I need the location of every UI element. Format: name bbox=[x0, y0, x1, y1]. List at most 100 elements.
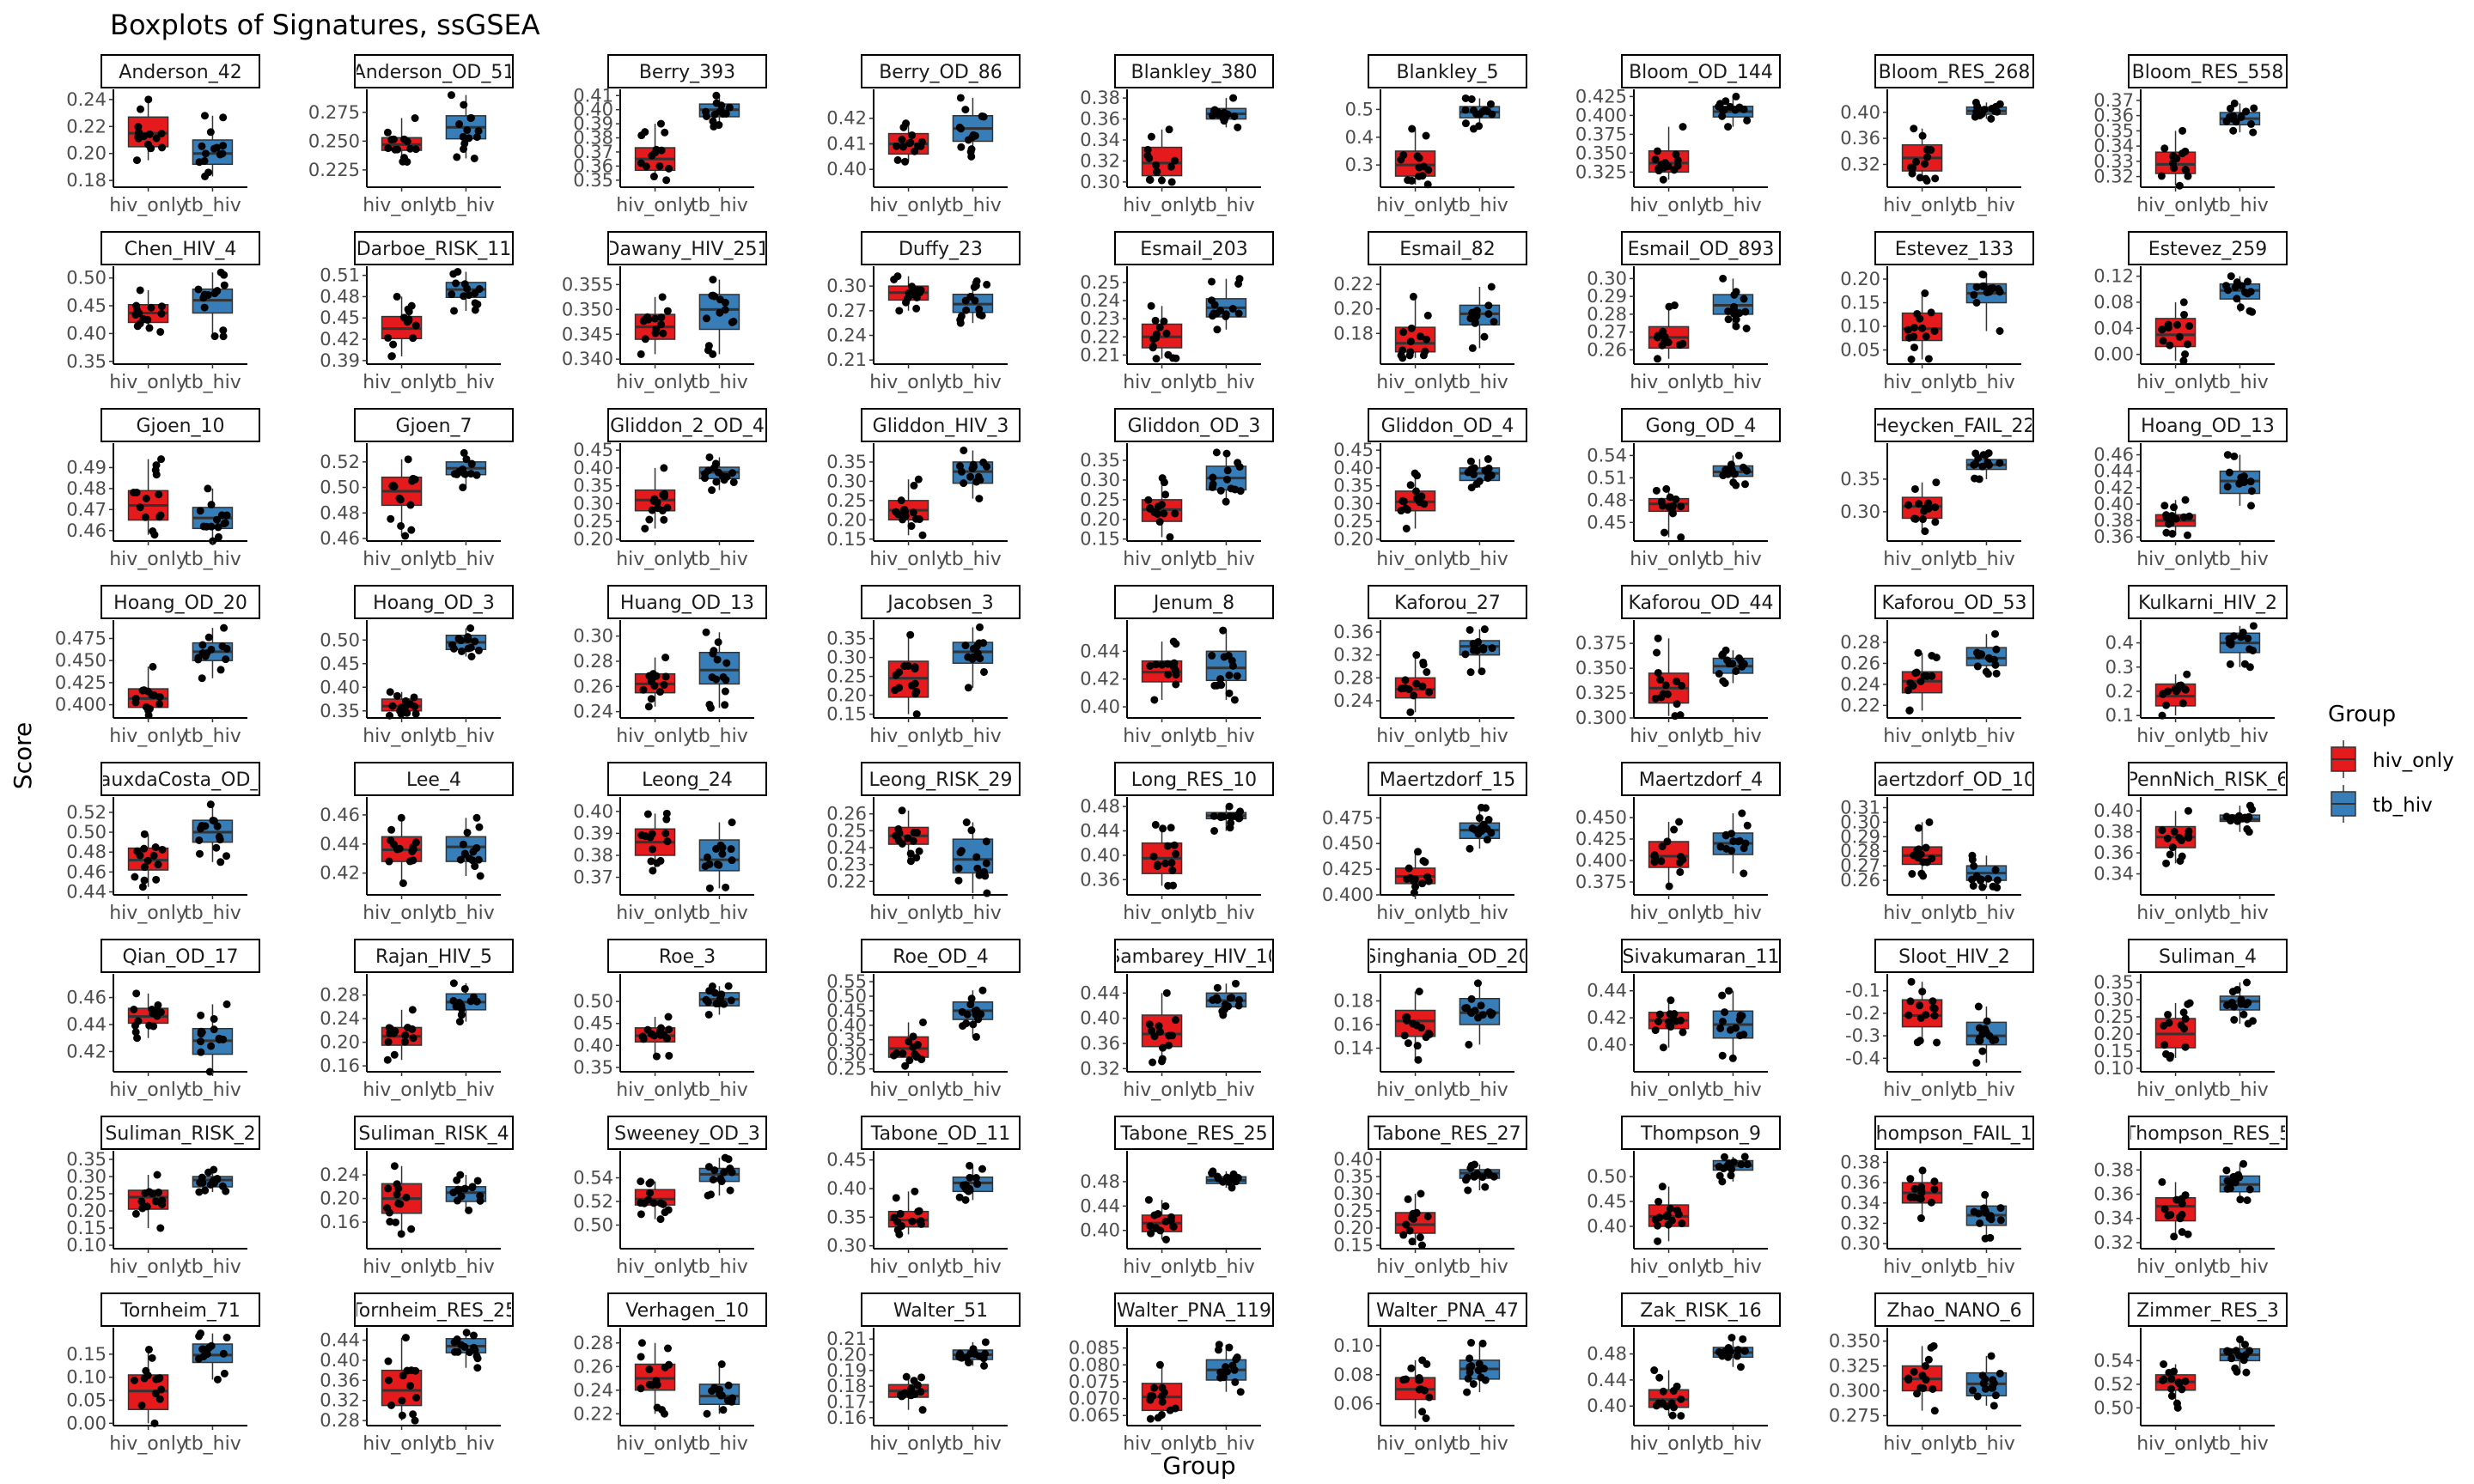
data-point bbox=[399, 157, 407, 166]
data-point bbox=[2165, 520, 2173, 528]
data-point bbox=[2236, 1195, 2245, 1204]
data-point bbox=[388, 702, 397, 710]
data-point bbox=[473, 300, 482, 308]
facet-strip-label: Sambarey_HIV_10 bbox=[1108, 946, 1280, 968]
data-point bbox=[204, 484, 212, 493]
data-point bbox=[2158, 711, 2166, 720]
data-point bbox=[898, 839, 906, 848]
data-point bbox=[2162, 701, 2171, 709]
facet-panel: Verhagen_100.220.240.260.28hiv_onlytb_hi… bbox=[573, 1292, 767, 1455]
facet-strip bbox=[1368, 585, 1527, 619]
x-tick-label: hiv_only bbox=[109, 1256, 187, 1278]
x-tick-label: hiv_only bbox=[616, 903, 694, 924]
data-point bbox=[1972, 1059, 1981, 1067]
data-point bbox=[465, 291, 473, 300]
data-point bbox=[1920, 507, 1929, 515]
data-point bbox=[982, 837, 990, 846]
data-point bbox=[1719, 677, 1728, 685]
facet-strip bbox=[607, 54, 767, 88]
data-point bbox=[2233, 278, 2241, 287]
data-point bbox=[1735, 836, 1744, 845]
y-tick-label: 0.20 bbox=[1080, 509, 1120, 530]
y-tick-label: 0.54 bbox=[2093, 1350, 2134, 1371]
data-point bbox=[1916, 850, 1925, 859]
data-point bbox=[1663, 1211, 1672, 1219]
data-point bbox=[2176, 856, 2185, 865]
data-point bbox=[1654, 668, 1662, 677]
data-point bbox=[1165, 125, 1173, 134]
data-point bbox=[1653, 147, 1661, 155]
data-point bbox=[637, 1353, 645, 1361]
data-point bbox=[1158, 1384, 1167, 1392]
data-point bbox=[1166, 532, 1174, 541]
y-tick-label: 0.27 bbox=[826, 301, 867, 321]
y-tick-label: 0.15 bbox=[1080, 529, 1120, 550]
data-point bbox=[727, 845, 735, 854]
data-point bbox=[198, 641, 207, 649]
data-point bbox=[1676, 867, 1685, 876]
x-tick-label: tb_hiv bbox=[1958, 1080, 2015, 1101]
data-point bbox=[1737, 1160, 1746, 1169]
data-point bbox=[1981, 1207, 1990, 1215]
x-tick-label: tb_hiv bbox=[691, 549, 748, 570]
data-point bbox=[471, 637, 479, 646]
facet-strip bbox=[607, 408, 767, 442]
data-point bbox=[1464, 468, 1472, 477]
y-tick-label: 0.29 bbox=[1587, 286, 1627, 307]
data-point bbox=[645, 1179, 654, 1188]
data-point bbox=[648, 830, 656, 838]
data-point bbox=[712, 91, 721, 100]
y-tick-label: 0.30 bbox=[826, 1044, 867, 1065]
y-tick-label: 0.37 bbox=[2093, 90, 2134, 111]
data-point bbox=[1417, 1189, 1425, 1198]
y-tick-label: 0.20 bbox=[2093, 1024, 2134, 1044]
data-point bbox=[1651, 694, 1660, 702]
data-point bbox=[1933, 1038, 1941, 1047]
facet-strip bbox=[861, 939, 1021, 973]
data-point bbox=[472, 133, 481, 142]
y-tick-label: -0.1 bbox=[1845, 981, 1880, 1001]
data-point bbox=[2184, 806, 2192, 815]
data-point bbox=[958, 1007, 966, 1016]
data-point bbox=[1915, 824, 1923, 832]
data-point bbox=[1981, 1190, 1990, 1199]
x-tick-label: tb_hiv bbox=[691, 1433, 748, 1455]
data-point bbox=[399, 1371, 407, 1380]
data-point bbox=[652, 325, 661, 333]
data-point bbox=[2180, 310, 2189, 319]
data-point bbox=[1729, 309, 1738, 318]
data-point bbox=[1147, 301, 1155, 310]
data-point bbox=[978, 1165, 986, 1173]
facet-strip bbox=[1621, 1292, 1781, 1327]
data-point bbox=[1673, 700, 1681, 709]
facet-strip bbox=[101, 585, 260, 619]
data-point bbox=[915, 847, 923, 855]
data-point bbox=[721, 701, 729, 709]
y-tick-label: 0.29 bbox=[1840, 826, 1880, 847]
data-point bbox=[1419, 660, 1428, 669]
data-point bbox=[1670, 166, 1679, 174]
data-point bbox=[220, 271, 229, 279]
data-point bbox=[1152, 161, 1161, 169]
facet-strip bbox=[354, 1292, 514, 1327]
data-point bbox=[402, 1193, 411, 1201]
data-point bbox=[457, 636, 466, 645]
data-point bbox=[200, 303, 209, 312]
data-point bbox=[652, 1052, 661, 1061]
data-point bbox=[1986, 1233, 1995, 1242]
y-tick-label: 0.21 bbox=[826, 350, 867, 370]
data-point bbox=[2174, 1378, 2183, 1387]
data-point bbox=[663, 837, 672, 846]
x-tick-label: tb_hiv bbox=[1704, 1256, 1762, 1278]
data-point bbox=[401, 532, 410, 540]
data-point bbox=[1463, 1388, 1472, 1396]
x-tick-label: tb_hiv bbox=[944, 1433, 1002, 1455]
facet-strip bbox=[101, 939, 260, 973]
y-tick-label: 0.375 bbox=[1575, 633, 1627, 654]
facet-strip-label: Blankley_380 bbox=[1130, 62, 1257, 83]
data-point bbox=[151, 1390, 160, 1398]
data-point bbox=[1409, 1019, 1417, 1028]
data-point bbox=[1162, 329, 1171, 338]
